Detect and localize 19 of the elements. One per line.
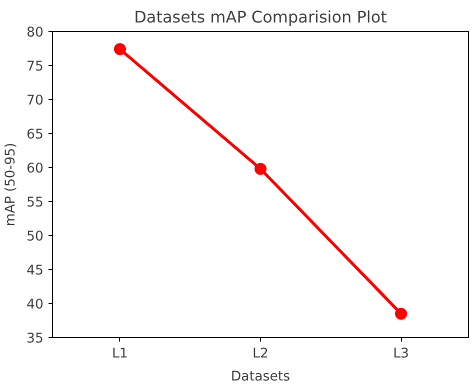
- x-axis-title: Datasets: [230, 370, 290, 384]
- x-tick-label: L2: [252, 346, 268, 362]
- y-tick-label: 35: [26, 332, 44, 346]
- y-tick-label: 45: [26, 264, 44, 278]
- x-tick-label: L3: [393, 346, 409, 362]
- y-tick-label: 65: [26, 128, 44, 142]
- y-tick-label: 80: [26, 26, 44, 40]
- y-tick-label: 50: [26, 230, 44, 244]
- y-tick-label: 60: [26, 162, 44, 176]
- y-tick-label: 75: [26, 60, 44, 74]
- chart-title: Datasets mAP Comparision Plot: [134, 8, 387, 26]
- point: [395, 308, 408, 320]
- point: [254, 162, 266, 175]
- point: [114, 43, 126, 56]
- y-tick-label: 55: [26, 196, 44, 210]
- x-tick-label: L1: [112, 346, 128, 362]
- y-tick-label: 40: [26, 298, 44, 312]
- y-axis-title: mAP (50-95): [4, 142, 19, 226]
- y-tick-label: 70: [26, 94, 44, 108]
